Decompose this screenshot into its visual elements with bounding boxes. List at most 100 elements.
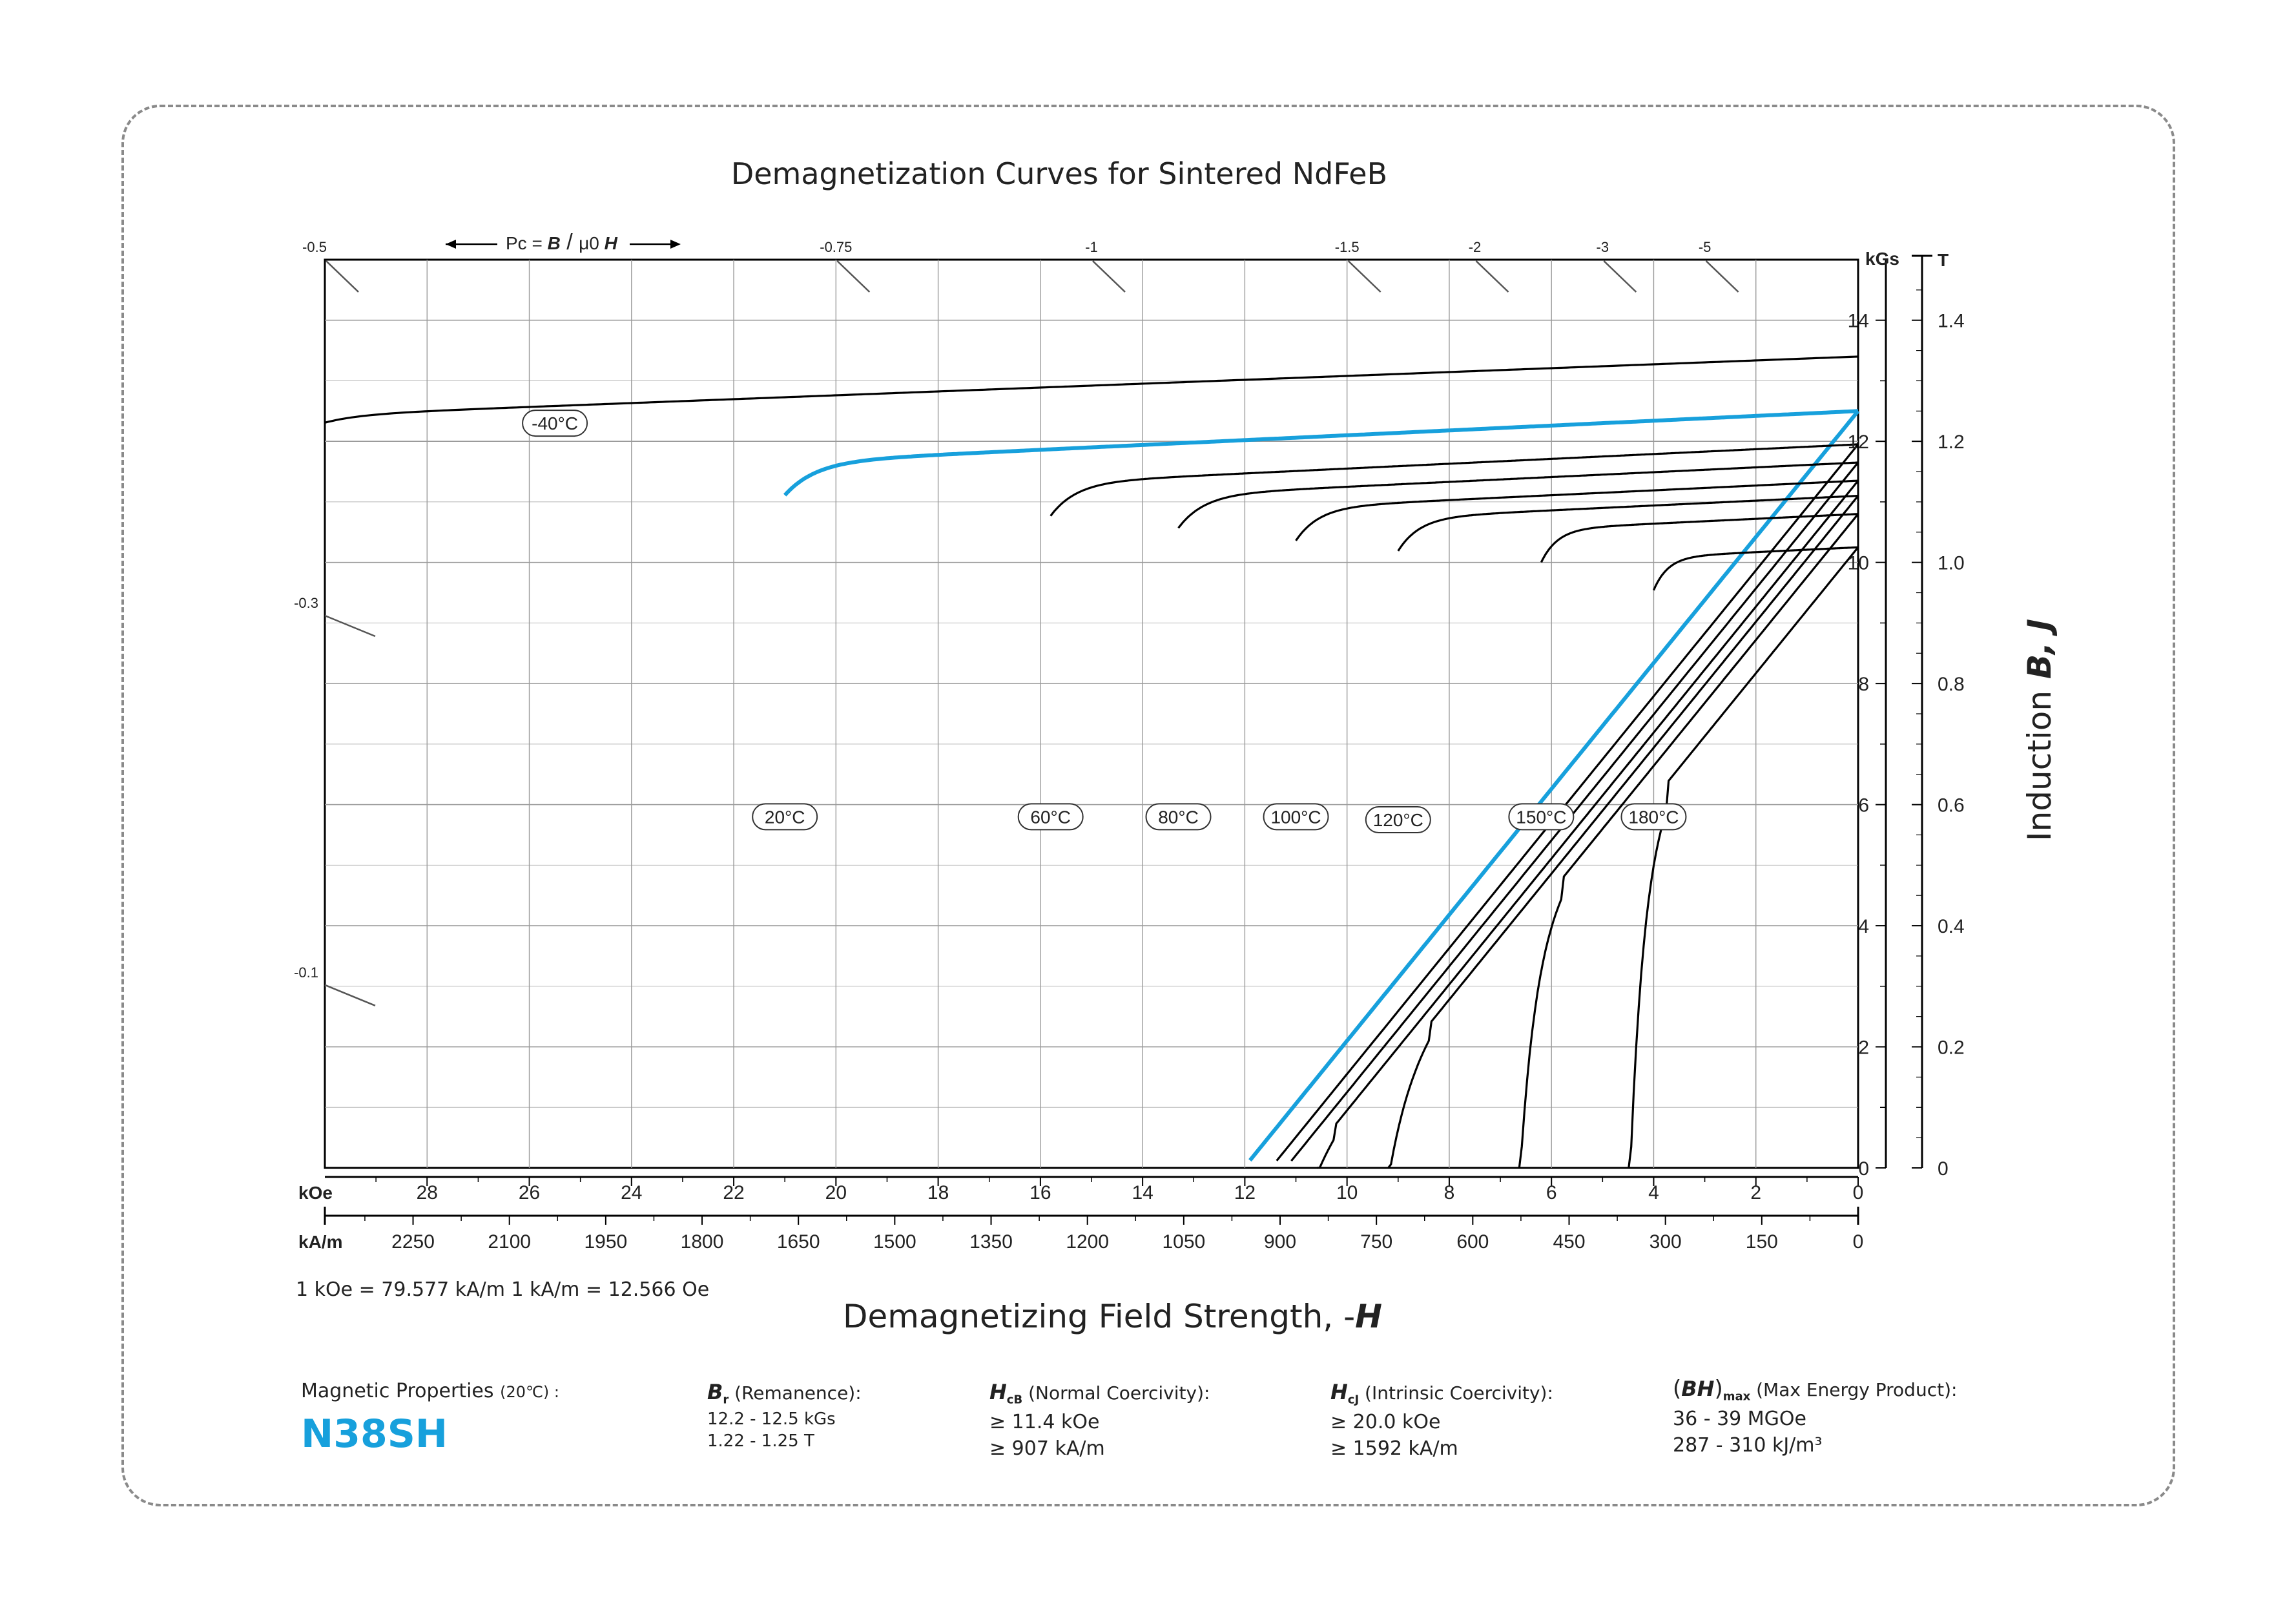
x2-tick-label: 900 [1264, 1231, 1296, 1253]
x-tick-label: 10 [1336, 1182, 1358, 1203]
pc-top-label: -0.5 [302, 239, 327, 255]
intrinsic-curve-20°C [783, 409, 1859, 497]
normal-curve-80°C [1290, 461, 1859, 1162]
x2-tick-label: 1950 [584, 1231, 627, 1253]
normal-curve-150°C [1518, 513, 1859, 1169]
curve-label-text: 100°C [1270, 807, 1321, 827]
curve-label-text: 20°C [765, 807, 805, 827]
pc-top-tick [1475, 260, 1509, 293]
curve-label-80°C: 80°C [1145, 803, 1212, 831]
x-tick-label: 26 [519, 1182, 540, 1203]
curve-label-60°C: 60°C [1017, 803, 1084, 831]
normal-curve-20°C [1248, 410, 1860, 1162]
curve-label-text: 120°C [1373, 810, 1423, 830]
chart-title: Demagnetization Curves for Sintered NdFe… [731, 156, 1387, 191]
x2-tick-label: 600 [1456, 1231, 1489, 1253]
x2-tick-label: 300 [1650, 1231, 1682, 1253]
x-tick-label: 20 [825, 1182, 847, 1203]
curve-label-text: 80°C [1158, 807, 1199, 827]
curve-label-100°C: 100°C [1263, 803, 1329, 831]
pc-formula-mu: μ0 [579, 233, 604, 253]
x-unit-label: kOe [298, 1183, 333, 1203]
normal-curve-60°C [1276, 443, 1859, 1161]
y-tick-label: 8 [1858, 674, 1869, 695]
pc-formula-prefix: Pc = [506, 233, 548, 253]
pc-arrow-left-head [446, 240, 456, 249]
pc-formula-h: H [605, 233, 618, 253]
intrinsic-curve-80°C [1177, 461, 1859, 529]
x2-tick-label: 1350 [969, 1231, 1013, 1253]
curve-labels: -40°C 20°C 60°C 80°C 100°C 120°C 150°C 180°C [522, 410, 1687, 834]
pc-top-tick [1705, 260, 1739, 293]
y2-tick-label: 0.8 [1938, 674, 1965, 695]
x2-tick-label: 2250 [391, 1231, 435, 1253]
curve-label--40°C: -40°C [522, 410, 588, 437]
y2-tick-label: 0 [1938, 1158, 1949, 1180]
x-axis-title-symbol: H [1355, 1298, 1382, 1335]
x-tick-label: 4 [1648, 1182, 1659, 1203]
intrinsic-curve--40°C [324, 355, 1859, 424]
plot-area [324, 258, 1859, 1169]
y-axis-title-symbols: B, J [2021, 619, 2058, 679]
normal-curve-120°C [1387, 495, 1859, 1169]
pc-top-tick [1603, 260, 1637, 293]
curve-label-pill [1017, 803, 1084, 831]
pc-top-label: -0.75 [820, 239, 852, 255]
pc-top-tick [1092, 260, 1126, 293]
y-unit-label: kGs [1865, 249, 1899, 269]
x-tick-label: 22 [723, 1182, 744, 1203]
pc-left-tick [324, 984, 376, 1006]
x-tick-label: 12 [1234, 1182, 1256, 1203]
y2-tick-label: 1.2 [1938, 432, 1965, 453]
intrinsic-curve-120°C [1397, 495, 1858, 552]
x2-tick-label: 150 [1746, 1231, 1778, 1253]
x-tick-label: 0 [1853, 1182, 1864, 1203]
y-tick-label: 10 [1848, 553, 1869, 574]
x-tick-label: 24 [621, 1182, 642, 1203]
curve-label-text: 60°C [1030, 807, 1071, 827]
intrinsic-curve-60°C [1050, 443, 1859, 517]
pc-formula-slash: / [561, 230, 579, 255]
y2-tick-label: 1.4 [1938, 311, 1965, 332]
x-axis-title-text: Demagnetizing Field Strength, - [843, 1298, 1355, 1335]
x2-tick-label: 1050 [1162, 1231, 1205, 1253]
curve-label-pill [1145, 803, 1212, 831]
y-tick-label: 6 [1858, 795, 1869, 817]
y2-tick-label: 0.4 [1938, 916, 1965, 937]
pc-arrow-right-head [670, 240, 681, 249]
x-tick-label: 2 [1750, 1182, 1761, 1203]
normal-curve-100°C [1316, 480, 1859, 1169]
x-tick-label: 8 [1444, 1182, 1455, 1203]
x-tick-label: 28 [417, 1182, 438, 1203]
pc-left-label: -0.3 [294, 595, 318, 611]
x2-tick-label: 450 [1553, 1231, 1585, 1253]
pc-left-tick [324, 614, 376, 638]
x2-tick-label: 2100 [488, 1231, 531, 1253]
y-tick-label: 2 [1858, 1037, 1869, 1059]
unit-conversion-note: 1 kOe = 79.577 kA/m 1 kA/m = 12.566 Oe [296, 1278, 709, 1301]
curve-label-pill [522, 410, 588, 437]
curve-label-pill [752, 803, 818, 831]
y2-tick-label: 0.6 [1938, 795, 1965, 817]
pc-top-tick [836, 260, 871, 293]
y2-tick-label: 1.0 [1938, 553, 1965, 574]
curves [324, 355, 1860, 1169]
intrinsic-curve-100°C [1295, 479, 1859, 541]
curve-label-pill [1620, 803, 1687, 831]
pc-top-tick [326, 260, 359, 293]
curve-label-pill [1508, 803, 1575, 831]
pc-top-label: -1 [1085, 239, 1098, 255]
pc-top-label: -1.5 [1335, 239, 1360, 255]
y-tick-label: 12 [1848, 432, 1869, 453]
curve-label-180°C: 180°C [1620, 803, 1687, 831]
y2-tick-label: 0.2 [1938, 1037, 1965, 1059]
pc-left-label: -0.1 [294, 964, 318, 981]
curve-label-20°C: 20°C [752, 803, 818, 831]
x-unit-secondary-label: kA/m [298, 1232, 342, 1252]
permeance-scale: -0.5 -0.75 -1 -1.5 -2 -3 -5 -0.3 -0.1 Pc = B / μ0… [294, 230, 1739, 1006]
pc-top-tick [1347, 260, 1381, 293]
x2-tick-label: 0 [1853, 1231, 1864, 1253]
y-tick-label: 14 [1848, 311, 1869, 332]
